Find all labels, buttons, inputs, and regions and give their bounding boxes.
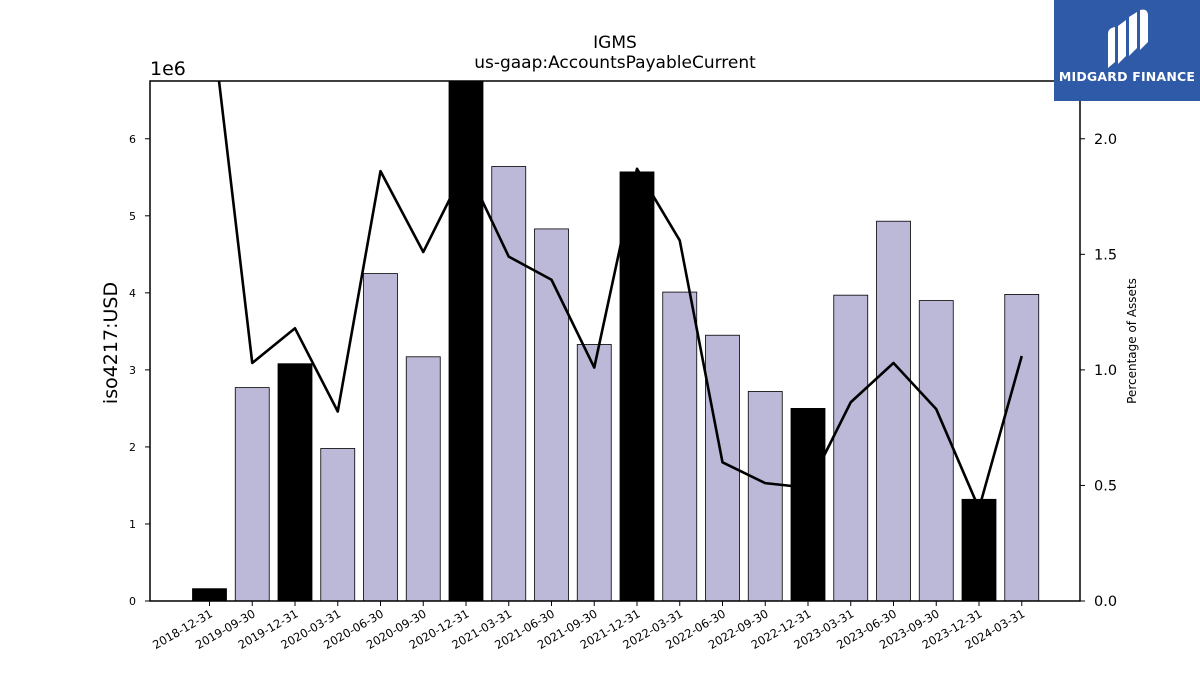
bar-2024-03-31 bbox=[1004, 293, 1040, 601]
percentage-line bbox=[217, 81, 1024, 510]
x-axis: 2018-12-312019-09-302019-12-312020-03-31… bbox=[150, 601, 1027, 652]
left-tick-label: 2 bbox=[129, 441, 136, 454]
midgard-finance-logo: MIDGARD FINANCE bbox=[1054, 0, 1200, 101]
left-tick-label: 1 bbox=[129, 518, 136, 531]
right-tick-label: 0.5 bbox=[1094, 478, 1117, 494]
bar-2021-03-31 bbox=[491, 166, 527, 601]
bar-2023-06-30 bbox=[876, 220, 911, 601]
line-layer bbox=[217, 81, 1024, 510]
bar-2018-12-31 bbox=[192, 588, 227, 601]
bar-2019-09-30 bbox=[234, 387, 270, 601]
right-tick-label: 1.5 bbox=[1094, 247, 1117, 263]
bar-2020-09-30 bbox=[405, 356, 441, 601]
bar-2021-09-30 bbox=[576, 344, 612, 601]
bar-2023-09-30 bbox=[918, 300, 954, 601]
logo-mark-icon bbox=[1108, 9, 1148, 68]
logo-text: MIDGARD FINANCE bbox=[1058, 69, 1196, 84]
bar-2020-12-31 bbox=[448, 81, 484, 601]
right-tick-label: 1.0 bbox=[1094, 363, 1117, 379]
right-axis: 0.0 0.5 1.0 1.5 2.0 bbox=[1080, 132, 1117, 610]
bar-2023-03-31 bbox=[833, 294, 869, 601]
chart-subtitle: us-gaap:AccountsPayableCurrent bbox=[474, 53, 756, 73]
y2-axis-label: Percentage of Assets bbox=[1125, 278, 1139, 404]
bar-2020-03-31 bbox=[320, 448, 356, 601]
chart-title: IGMS bbox=[593, 33, 637, 53]
bar-2022-12-31 bbox=[790, 408, 826, 601]
left-tick-label: 3 bbox=[129, 364, 136, 377]
left-axis: 0 1 2 3 4 5 6 bbox=[129, 133, 150, 608]
bar-2022-03-31 bbox=[662, 291, 698, 601]
bar-2020-06-30 bbox=[363, 273, 398, 601]
left-tick-label: 5 bbox=[129, 210, 136, 223]
bar-2023-12-31 bbox=[961, 498, 997, 601]
right-tick-label: 0.0 bbox=[1094, 594, 1117, 610]
plot-frame bbox=[149, 80, 1081, 602]
y-offset-label: 1e6 bbox=[150, 58, 186, 80]
bar-2021-06-30 bbox=[534, 228, 569, 601]
bar-2019-12-31 bbox=[277, 363, 313, 601]
left-tick-label: 4 bbox=[129, 287, 136, 300]
bar-2021-12-31 bbox=[619, 171, 655, 601]
bars-layer bbox=[192, 81, 1040, 601]
left-tick-label: 0 bbox=[129, 595, 136, 608]
y-axis-label: iso4217:USD bbox=[100, 282, 122, 404]
bar-2022-09-30 bbox=[747, 391, 783, 601]
left-tick-label: 6 bbox=[129, 133, 136, 146]
right-tick-label: 2.0 bbox=[1094, 132, 1117, 148]
